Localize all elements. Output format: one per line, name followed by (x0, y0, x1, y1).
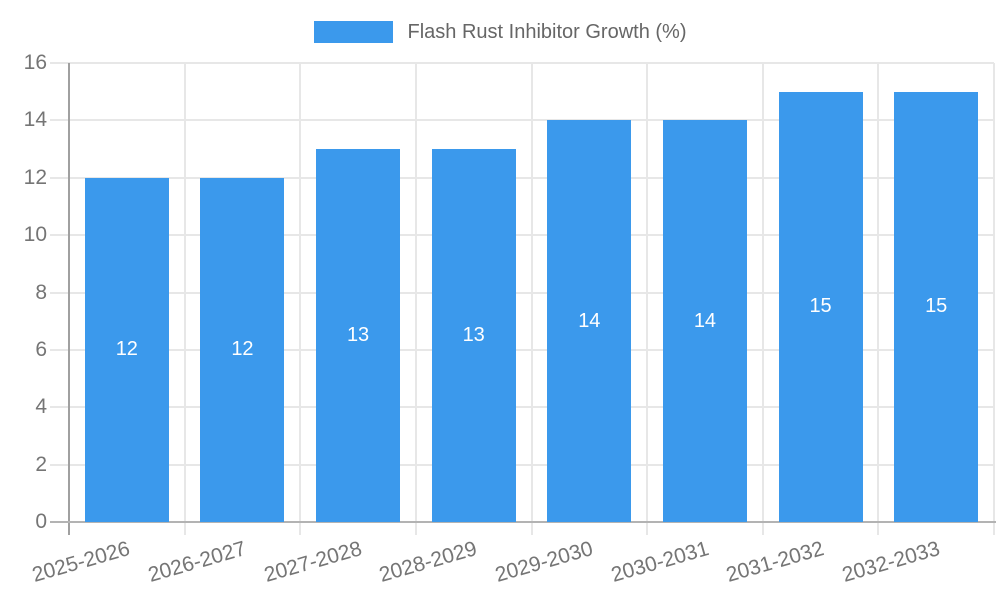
x-tick-label: 2028-2029 (376, 537, 480, 587)
x-tick-label: 2031-2032 (723, 537, 827, 587)
x-tick-label: 2025-2026 (29, 537, 133, 587)
x-tick-label: 2029-2030 (492, 537, 596, 587)
x-gridline (299, 63, 302, 535)
y-gridline (50, 463, 994, 466)
x-tick-label: 2032-2033 (839, 537, 943, 587)
legend-item[interactable]: Flash Rust Inhibitor Growth (%) (0, 21, 1000, 43)
y-tick-label: 14 (23, 108, 47, 132)
y-tick-label: 16 (23, 51, 47, 74)
legend-label: Flash Rust Inhibitor Growth (%) (407, 21, 687, 43)
x-tick-label: 2027-2028 (261, 537, 365, 587)
bar[interactable]: 12 (200, 177, 285, 522)
bar-value-label: 13 (462, 324, 485, 347)
y-tick-label: 12 (23, 165, 47, 189)
y-gridline (50, 234, 994, 237)
bar[interactable]: 14 (662, 120, 747, 522)
bar-value-label: 14 (578, 309, 601, 332)
x-gridline (183, 63, 186, 535)
y-tick-label: 10 (23, 223, 47, 247)
bar-value-label: 15 (809, 295, 832, 318)
bar-value-label: 12 (231, 338, 254, 361)
x-gridline (993, 63, 995, 535)
y-tick-label: 0 (35, 510, 47, 533)
bar[interactable]: 15 (894, 91, 979, 522)
x-axis-line (50, 521, 996, 523)
y-gridline (50, 119, 994, 122)
bar[interactable]: 12 (84, 177, 169, 522)
bar-value-label: 13 (346, 324, 370, 347)
bar[interactable]: 13 (316, 149, 401, 522)
y-tick-label: 6 (35, 337, 47, 361)
x-gridline (761, 63, 764, 535)
x-gridline (414, 63, 417, 535)
y-tick-label: 2 (35, 452, 47, 476)
legend-swatch (313, 21, 393, 43)
x-tick-label: 2030-2031 (608, 537, 712, 587)
x-gridline (530, 63, 533, 535)
y-gridline (50, 62, 994, 64)
y-gridline (50, 406, 994, 409)
y-tick-label: 8 (35, 280, 47, 304)
bar-value-label: 14 (693, 309, 717, 332)
x-tick-label: 2026-2027 (145, 537, 249, 587)
x-gridline (646, 63, 649, 535)
bar-value-label: 12 (115, 338, 138, 361)
bar-value-label: 15 (925, 295, 948, 318)
y-gridline (50, 291, 994, 294)
bar[interactable]: 13 (431, 149, 516, 522)
x-gridline (877, 63, 880, 535)
bar[interactable]: 14 (547, 120, 632, 522)
y-gridline (50, 348, 994, 351)
bar[interactable]: 15 (778, 91, 863, 522)
y-gridline (50, 176, 994, 179)
y-tick-label: 4 (35, 395, 47, 419)
y-axis-line (68, 63, 70, 535)
